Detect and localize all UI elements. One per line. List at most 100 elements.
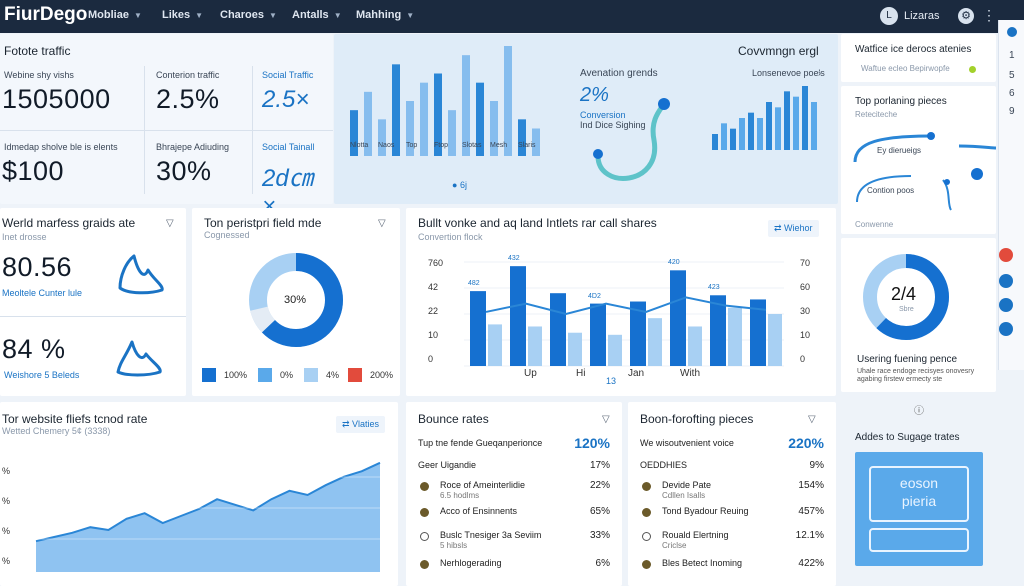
brand-logo[interactable]: FiurDego [4, 4, 88, 25]
top-bars-footer: ● 6j [452, 180, 467, 190]
legend-swatch [202, 368, 216, 382]
x-tick-label: Top [406, 142, 418, 149]
bar-data-label: 4D2 [588, 292, 601, 300]
pieces-panel: Top porlaning pieces Reteciteche Ey dier… [841, 86, 997, 234]
avatar: L [880, 7, 898, 25]
watch-panel: Watfice ice derocs atenies Waftue ecleo … [841, 34, 996, 82]
nav-item-4[interactable]: Antalls ▼ [292, 9, 342, 21]
y-tick-right: 70 [800, 258, 811, 268]
bar-data-label: 482 [468, 280, 480, 288]
x-tick-label: Slaris [518, 142, 536, 149]
filter-icon[interactable]: ▽ [166, 218, 174, 229]
bars-title: Lonsenevoe poe's [752, 68, 825, 78]
bounce-title: Bounce rates [418, 412, 489, 426]
usering-title: Usering fuening pence [857, 354, 958, 365]
x-tick-label: Naos [378, 142, 395, 149]
chevron-right-icon[interactable]: › [818, 68, 821, 78]
row-value: 120% [574, 435, 610, 451]
filter-icon[interactable]: ▽ [602, 414, 610, 425]
awareness-title: Avenation grends [580, 68, 658, 79]
y-tick-left: 10 [428, 330, 439, 340]
row-value: 9% [809, 460, 824, 471]
area-fill [36, 462, 380, 572]
bar-light [728, 307, 742, 366]
nav-item-3[interactable]: Charoes ▼ [220, 9, 277, 21]
gear-icon[interactable]: ⚙ [958, 8, 974, 24]
legend-item: 0% [258, 368, 293, 382]
x-footer: 13 [606, 376, 617, 386]
row-value: 457% [798, 506, 824, 517]
y-tick-right: 30 [800, 306, 811, 316]
bar-light [488, 324, 502, 366]
alert-icon[interactable] [999, 248, 1013, 262]
bar-light [688, 326, 702, 366]
kpi-label: Social Traffic [262, 70, 314, 80]
bar [766, 102, 772, 150]
bar [811, 102, 817, 150]
row-label: Rouald Elertning [662, 530, 729, 540]
combo-chart [464, 261, 784, 367]
link-icon[interactable] [999, 322, 1013, 336]
bar [364, 91, 372, 156]
rail-num[interactable]: 5 [1009, 70, 1015, 81]
row-value: 220% [788, 435, 824, 451]
info-icon[interactable]: ⓘ [914, 406, 924, 417]
donut-chart [249, 253, 343, 347]
bar [721, 123, 727, 150]
view-icon: ⇄ [774, 223, 785, 233]
usering-center: 2/4 [891, 284, 917, 304]
dot-icon: ● [452, 180, 460, 190]
camera-icon[interactable] [999, 298, 1013, 312]
combo-tag[interactable]: ⇄ Wiehor [768, 220, 819, 237]
trend-tag[interactable]: ⇄ Vlaties [336, 416, 386, 433]
row-label: Bles Betect Inoming [662, 558, 743, 568]
combo-sub: Convertion flock [418, 232, 483, 242]
donut-panel: Ton peristpri field mde ▽ Cognessed 30% … [192, 208, 400, 396]
traffic-title: Fotote traffic [4, 44, 71, 58]
row-icon [420, 560, 429, 569]
traffic-panel: Fotote traffic Webine shy vishs 1505000 … [0, 34, 333, 220]
bar [476, 82, 484, 156]
chat-icon[interactable] [999, 274, 1013, 288]
row-icon [642, 508, 651, 517]
legend-swatch [304, 368, 318, 382]
pieces-sub: Reteciteche [855, 110, 898, 119]
right-rail: 1 5 6 9 [998, 20, 1024, 370]
legend-item: 200% [348, 368, 393, 382]
row-label: We wisoutvenient voice [640, 438, 734, 448]
rail-num[interactable]: 6 [1009, 88, 1015, 99]
kpi-value: 1505000 [2, 84, 111, 114]
user-name: Lizaras [904, 10, 940, 22]
bar-dark [710, 295, 726, 366]
rail-dot-icon[interactable] [1007, 27, 1017, 37]
storage-card[interactable]: eoson pieria [855, 452, 983, 566]
legend-swatch [258, 368, 272, 382]
usering-panel: 2/4 Sbre Usering fuening pence Uhale rac… [841, 238, 996, 392]
row-label: Tup tne fende Gueqanperionce [418, 438, 543, 448]
status-dot [969, 66, 976, 73]
y-tick: % [2, 466, 11, 476]
y-tick-left: 760 [428, 258, 444, 268]
nav-item-5[interactable]: Mahhing ▼ [356, 9, 415, 21]
filter-icon[interactable]: ▽ [378, 218, 386, 229]
y-tick-left: 0 [428, 354, 434, 364]
keyboard-icon [869, 528, 969, 552]
bar [784, 91, 790, 150]
kpi-label: Idmedap sholve ble is elents [4, 142, 118, 152]
bar [748, 112, 754, 150]
filter-icon[interactable]: ▽ [808, 414, 816, 425]
bar-dark [550, 293, 566, 366]
bar-data-label: 423 [708, 284, 720, 292]
row-value: 422% [798, 558, 824, 569]
rail-num[interactable]: 1 [1009, 50, 1015, 61]
user-menu[interactable]: L Lizaras [880, 7, 939, 25]
nav-item-2[interactable]: Likes ▼ [162, 9, 204, 21]
world-title: Werld marfess graids ate [2, 216, 136, 230]
awareness-line2: Ind Dice Sighing [580, 120, 646, 130]
rail-num[interactable]: 9 [1009, 106, 1015, 117]
nav-item-1[interactable]: Mobliae ▼ [88, 9, 142, 21]
mountain-icon [116, 340, 162, 377]
usering-donut [863, 254, 949, 340]
mountain-icon [118, 254, 164, 295]
more-icon[interactable]: ⋮ [982, 7, 996, 23]
